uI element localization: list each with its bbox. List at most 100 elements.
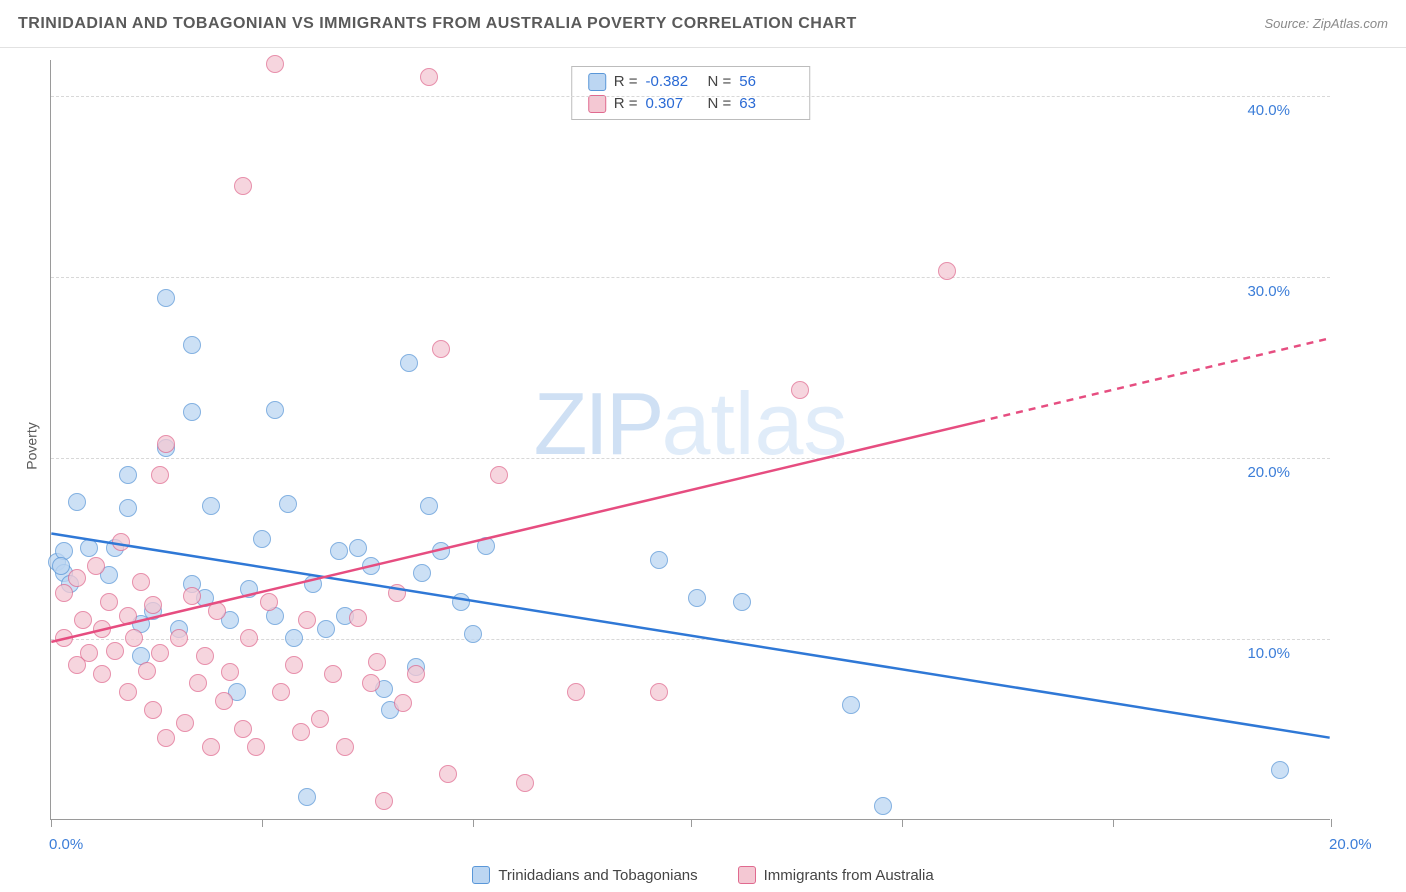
scatter-point-australia [247, 738, 265, 756]
scatter-point-trinidad [688, 589, 706, 607]
scatter-point-australia [432, 340, 450, 358]
scatter-point-australia [189, 674, 207, 692]
chart-title: TRINIDADIAN AND TOBAGONIAN VS IMMIGRANTS… [18, 15, 857, 33]
correlation-legend: R =-0.382N =56R =0.307N =63 [571, 66, 811, 120]
scatter-point-australia [100, 593, 118, 611]
scatter-point-trinidad [842, 696, 860, 714]
scatter-point-australia [260, 593, 278, 611]
legend-item-australia: Immigrants from Australia [738, 866, 934, 884]
scatter-point-trinidad [304, 575, 322, 593]
scatter-point-australia [324, 665, 342, 683]
scatter-point-australia [266, 55, 284, 73]
source-attribution: Source: ZipAtlas.com [1264, 16, 1388, 31]
scatter-point-australia [183, 587, 201, 605]
x-tick [51, 819, 52, 827]
scatter-point-australia [157, 729, 175, 747]
scatter-point-trinidad [298, 788, 316, 806]
scatter-point-trinidad [183, 403, 201, 421]
scatter-point-trinidad [68, 493, 86, 511]
scatter-point-trinidad [157, 289, 175, 307]
y-axis-label: Poverty [24, 422, 40, 469]
scatter-point-australia [420, 68, 438, 86]
x-tick-label: 20.0% [1329, 836, 1372, 853]
trend-line-australia [51, 422, 978, 642]
scatter-point-australia [176, 714, 194, 732]
scatter-point-australia [375, 792, 393, 810]
scatter-point-australia [112, 533, 130, 551]
scatter-point-trinidad [202, 497, 220, 515]
scatter-point-trinidad [477, 537, 495, 555]
scatter-point-australia [87, 557, 105, 575]
y-tick-label: 10.0% [1247, 645, 1290, 662]
scatter-point-australia [938, 262, 956, 280]
scatter-point-australia [138, 662, 156, 680]
scatter-point-trinidad [330, 542, 348, 560]
scatter-point-australia [311, 710, 329, 728]
y-tick-label: 30.0% [1247, 283, 1290, 300]
scatter-point-australia [157, 435, 175, 453]
scatter-point-australia [516, 774, 534, 792]
scatter-point-australia [55, 584, 73, 602]
scatter-point-australia [394, 694, 412, 712]
scatter-chart: ZIPatlas R =-0.382N =56R =0.307N =63 10.… [50, 60, 1330, 820]
scatter-point-trinidad [183, 336, 201, 354]
scatter-point-australia [490, 466, 508, 484]
x-tick-label: 0.0% [49, 836, 83, 853]
scatter-point-australia [151, 466, 169, 484]
scatter-point-trinidad [362, 557, 380, 575]
scatter-point-australia [362, 674, 380, 692]
scatter-point-australia [74, 611, 92, 629]
scatter-point-trinidad [452, 593, 470, 611]
scatter-point-australia [439, 765, 457, 783]
series-legend: Trinidadians and Tobagonians Immigrants f… [0, 866, 1406, 884]
n-value: 56 [739, 71, 793, 93]
scatter-point-australia [55, 629, 73, 647]
scatter-point-trinidad [253, 530, 271, 548]
y-tick-label: 40.0% [1247, 102, 1290, 119]
scatter-point-australia [93, 620, 111, 638]
r-value: -0.382 [646, 71, 700, 93]
legend-swatch [738, 866, 756, 884]
scatter-point-australia [125, 629, 143, 647]
scatter-point-australia [106, 642, 124, 660]
scatter-point-australia [368, 653, 386, 671]
scatter-point-australia [170, 629, 188, 647]
scatter-point-australia [221, 663, 239, 681]
scatter-point-australia [144, 701, 162, 719]
legend-label: Immigrants from Australia [764, 867, 934, 884]
source-prefix: Source: [1264, 16, 1312, 31]
scatter-point-australia [234, 720, 252, 738]
scatter-point-australia [298, 611, 316, 629]
scatter-point-trinidad [1271, 761, 1289, 779]
gridline [51, 277, 1330, 278]
scatter-point-australia [234, 177, 252, 195]
scatter-point-australia [285, 656, 303, 674]
legend-stat-row-trinidad: R =-0.382N =56 [588, 71, 794, 93]
scatter-point-australia [208, 602, 226, 620]
scatter-point-australia [119, 607, 137, 625]
scatter-point-trinidad [119, 466, 137, 484]
gridline [51, 96, 1330, 97]
scatter-point-trinidad [240, 580, 258, 598]
legend-item-trinidad: Trinidadians and Tobagonians [472, 866, 697, 884]
r-label: R = [614, 71, 638, 93]
scatter-point-australia [791, 381, 809, 399]
legend-label: Trinidadians and Tobagonians [498, 867, 697, 884]
scatter-point-australia [407, 665, 425, 683]
scatter-point-trinidad [420, 497, 438, 515]
x-tick [1113, 819, 1114, 827]
scatter-point-australia [119, 683, 137, 701]
scatter-point-australia [68, 569, 86, 587]
scatter-point-australia [215, 692, 233, 710]
chart-header: TRINIDADIAN AND TOBAGONIAN VS IMMIGRANTS… [0, 0, 1406, 48]
scatter-point-trinidad [119, 499, 137, 517]
x-tick [691, 819, 692, 827]
source-name: ZipAtlas.com [1313, 16, 1388, 31]
scatter-point-trinidad [432, 542, 450, 560]
scatter-point-australia [292, 723, 310, 741]
scatter-point-trinidad [349, 539, 367, 557]
scatter-point-trinidad [279, 495, 297, 513]
scatter-point-trinidad [464, 625, 482, 643]
scatter-point-trinidad [52, 557, 70, 575]
scatter-point-trinidad [400, 354, 418, 372]
